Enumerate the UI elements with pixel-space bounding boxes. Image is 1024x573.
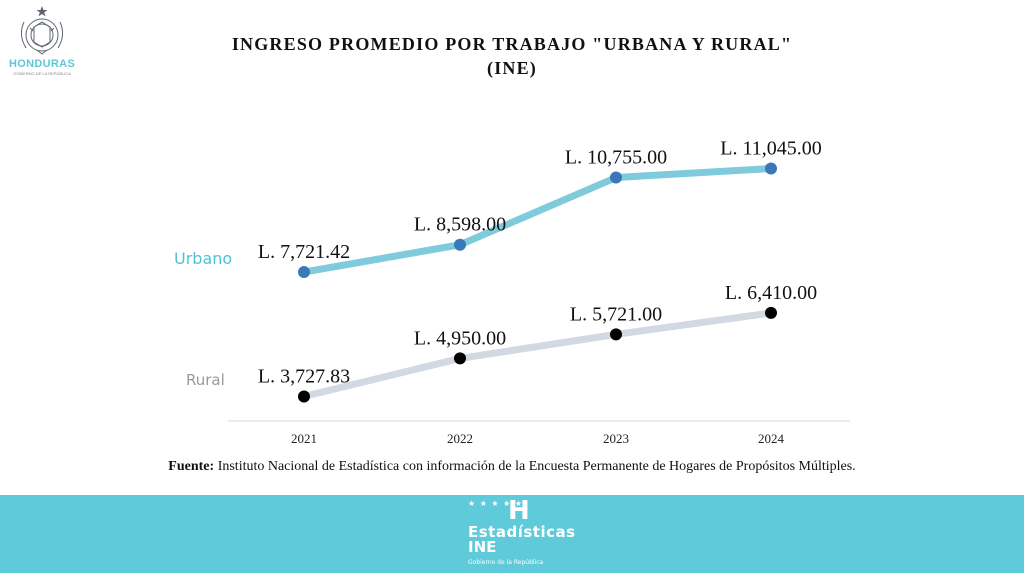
x-tick-label: 2022 bbox=[447, 431, 473, 446]
series-rural-data-label: L. 6,410.00 bbox=[725, 282, 817, 304]
series-rural-data-label: L. 3,727.83 bbox=[258, 366, 350, 388]
chart-title-line-2: (INE) bbox=[487, 58, 537, 78]
logo-text: HONDURAS bbox=[9, 58, 75, 70]
series-rural-data-label: L. 5,721.00 bbox=[570, 303, 662, 325]
series-urbano-line bbox=[300, 164, 775, 276]
series-urbano-point bbox=[610, 171, 622, 184]
ine-logo-abbrev: INE bbox=[468, 538, 497, 556]
coat-of-arms-icon bbox=[20, 6, 64, 55]
series-urbano-data-label: L. 7,721.42 bbox=[258, 241, 350, 263]
series-rural-point bbox=[298, 390, 310, 403]
footer-bar bbox=[0, 495, 1024, 573]
x-tick-label: 2024 bbox=[758, 431, 785, 446]
series-urbano-point bbox=[454, 238, 466, 251]
series-urbano-data-label: L. 8,598.00 bbox=[414, 214, 506, 236]
series-urbano-data-label: L. 11,045.00 bbox=[720, 137, 821, 159]
series-rural-point bbox=[454, 352, 466, 365]
series-rural-line bbox=[300, 309, 775, 400]
series-rural-point bbox=[610, 328, 622, 341]
source-note: Fuente: Instituto Nacional de Estadístic… bbox=[0, 459, 1024, 475]
chart-title: INGRESO PROMEDIO POR TRABAJO "URBANA Y R… bbox=[160, 32, 864, 80]
x-tick-label: 2021 bbox=[291, 431, 317, 446]
logo-subtext: GOBIERNO DE LA REPÚBLICA bbox=[13, 71, 71, 76]
line-chart: 2021 2022 2023 2024 L. 7,721.42 L. 8,598.00 L.… bbox=[174, 137, 850, 446]
x-tick-label: 2023 bbox=[603, 431, 629, 446]
series-urbano-point bbox=[765, 162, 777, 175]
ine-logo-name: Estadísticas bbox=[468, 523, 576, 541]
series-urbano-name-label: Urbano bbox=[174, 249, 232, 268]
source-text: Instituto Nacional de Estadística con in… bbox=[214, 459, 856, 474]
stars-icon: ★ ★ ★ ★ ★ bbox=[468, 499, 524, 508]
honduras-logo: HONDURAS GOBIERNO DE LA REPÚBLICA bbox=[4, 2, 80, 76]
series-urbano-data-label: L. 10,755.00 bbox=[565, 147, 667, 169]
series-rural-point bbox=[765, 306, 777, 319]
source-label: Fuente: bbox=[168, 459, 215, 474]
ine-logo: ★ ★ ★ ★ ★ H Estadísticas INE Gobierno de… bbox=[468, 496, 598, 573]
ine-logo-gov: Gobierno de la República bbox=[468, 559, 544, 566]
series-rural-data-label: L. 4,950.00 bbox=[414, 327, 506, 349]
series-rural-name-label: Rural bbox=[186, 371, 225, 389]
ine-h-mark: H bbox=[508, 496, 530, 526]
chart-title-line-1: INGRESO PROMEDIO POR TRABAJO "URBANA Y R… bbox=[231, 34, 793, 54]
series-urbano-point bbox=[298, 266, 310, 279]
